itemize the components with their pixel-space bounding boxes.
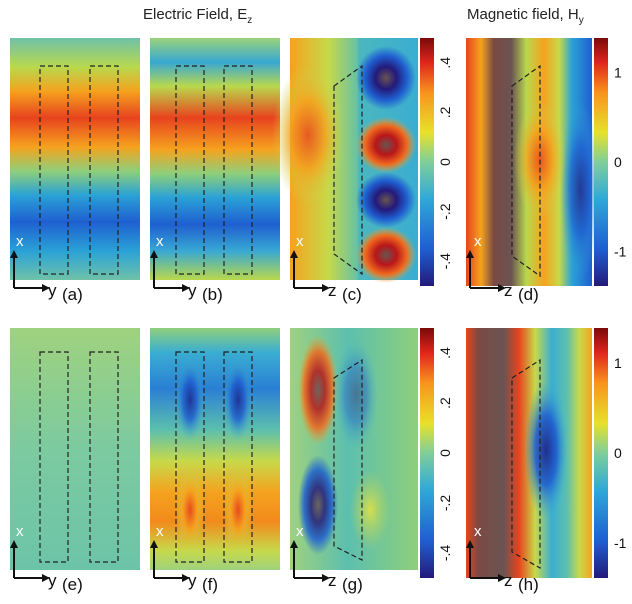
colorbar-magnetic-tick-top-0: 1	[614, 65, 622, 81]
nanorod-outline-e2	[89, 351, 119, 563]
colorbar-electric-tick-top-3: -.2	[437, 203, 453, 220]
nanorod-outline-b2	[223, 65, 253, 275]
panel-g	[290, 328, 418, 570]
colorbar-electric-bottom	[420, 328, 434, 578]
colorbar-electric-tick-bottom-4: -.4	[437, 545, 453, 562]
colorbar-magnetic-top	[594, 38, 608, 286]
nanorod-outline-b1	[175, 65, 205, 275]
axes-d: x z (d)	[466, 233, 539, 304]
nanorod-outline-a1	[39, 65, 69, 275]
axes-e: x y (e)	[10, 523, 83, 594]
panel-label-e: (e)	[62, 575, 83, 594]
horizontal-axis-label-f: y	[188, 571, 197, 590]
panel-c	[272, 38, 418, 283]
vertical-axis-label-d: x	[474, 233, 482, 250]
axes-a: x y (a)	[10, 233, 83, 304]
vertical-axis-label-c: x	[296, 233, 304, 250]
horizontal-axis-label-e: y	[48, 571, 57, 590]
colorbar-electric-tick-bottom-3: -.2	[437, 495, 453, 512]
axes-h: x z (h)	[466, 523, 539, 594]
colorbar-electric-tick-top-2: 0	[437, 158, 453, 166]
panel-label-g: (g)	[342, 575, 363, 594]
colorbar-magnetic-tick-bottom-0: 1	[614, 355, 622, 371]
axes-g: x z (g)	[290, 523, 363, 594]
nanorod-outline-f1	[175, 351, 205, 563]
vertical-axis-label-b: x	[156, 233, 164, 250]
nanorod-outline-f2	[223, 351, 253, 563]
colorbar-magnetic-tick-top-2: -1	[614, 243, 627, 259]
panel-label-d: (d)	[518, 285, 539, 304]
panel-label-h: (h)	[518, 575, 539, 594]
horizontal-axis-label-g: z	[328, 571, 337, 590]
colorbar-magnetic-bottom	[594, 328, 608, 578]
vertical-axis-label-e: x	[16, 523, 24, 540]
nanorod-outline-g	[333, 358, 363, 561]
panel-a	[10, 38, 140, 280]
nanorod-outline-e1	[39, 351, 69, 563]
horizontal-axis-label-a: y	[48, 281, 57, 300]
colorbar-electric-top	[420, 38, 434, 286]
colorbar-electric-tick-bottom-0: .4	[437, 347, 453, 359]
horizontal-axis-label-b: y	[188, 281, 197, 300]
vertical-axis-label-a: x	[16, 233, 24, 250]
panel-b	[150, 38, 280, 280]
colorbar-electric-tick-bottom-1: .2	[437, 397, 453, 409]
field-map-a	[10, 38, 140, 280]
field-map-b	[150, 38, 280, 280]
colorbar-electric-tick-bottom-2: 0	[437, 449, 453, 457]
colorbar-electric-tick-top-4: -.4	[437, 253, 453, 270]
nanorod-outline-d	[511, 64, 541, 278]
panel-label-b: (b)	[202, 285, 223, 304]
field-map-f	[150, 328, 280, 570]
axes-b: x y (b)	[150, 233, 223, 304]
vertical-axis-label-f: x	[156, 523, 164, 540]
colorbar-electric-tick-top-1: .2	[437, 106, 453, 118]
nanorod-outline-a2	[89, 65, 119, 275]
field-map-e	[10, 328, 140, 570]
panel-d	[466, 38, 600, 286]
colorbar-magnetic-tick-bottom-2: -1	[614, 535, 627, 551]
panel-label-a: (a)	[62, 285, 83, 304]
nanorod-outline-c	[333, 64, 363, 276]
nanorod-outline-h	[511, 358, 541, 570]
title-electric-field: Electric Field, Ez	[143, 6, 252, 26]
panel-h	[466, 328, 592, 578]
panel-e	[10, 328, 140, 570]
panel-f	[150, 328, 280, 570]
horizontal-axis-label-h: z	[504, 571, 513, 590]
vertical-axis-label-h: x	[474, 523, 482, 540]
colorbar-electric-tick-top-0: .4	[437, 57, 453, 69]
colorbar-magnetic-tick-top-1: 0	[614, 154, 622, 170]
vertical-axis-label-g: x	[296, 523, 304, 540]
axes-f: x y (f)	[150, 523, 218, 594]
horizontal-axis-label-c: z	[328, 281, 337, 300]
horizontal-axis-label-d: z	[504, 281, 513, 300]
colorbar-magnetic-tick-bottom-1: 0	[614, 445, 622, 461]
axes-c: x z (c)	[290, 233, 362, 304]
title-magnetic-field: Magnetic field, Hy	[467, 6, 584, 26]
panel-label-f: (f)	[202, 575, 218, 594]
panel-label-c: (c)	[342, 285, 362, 304]
